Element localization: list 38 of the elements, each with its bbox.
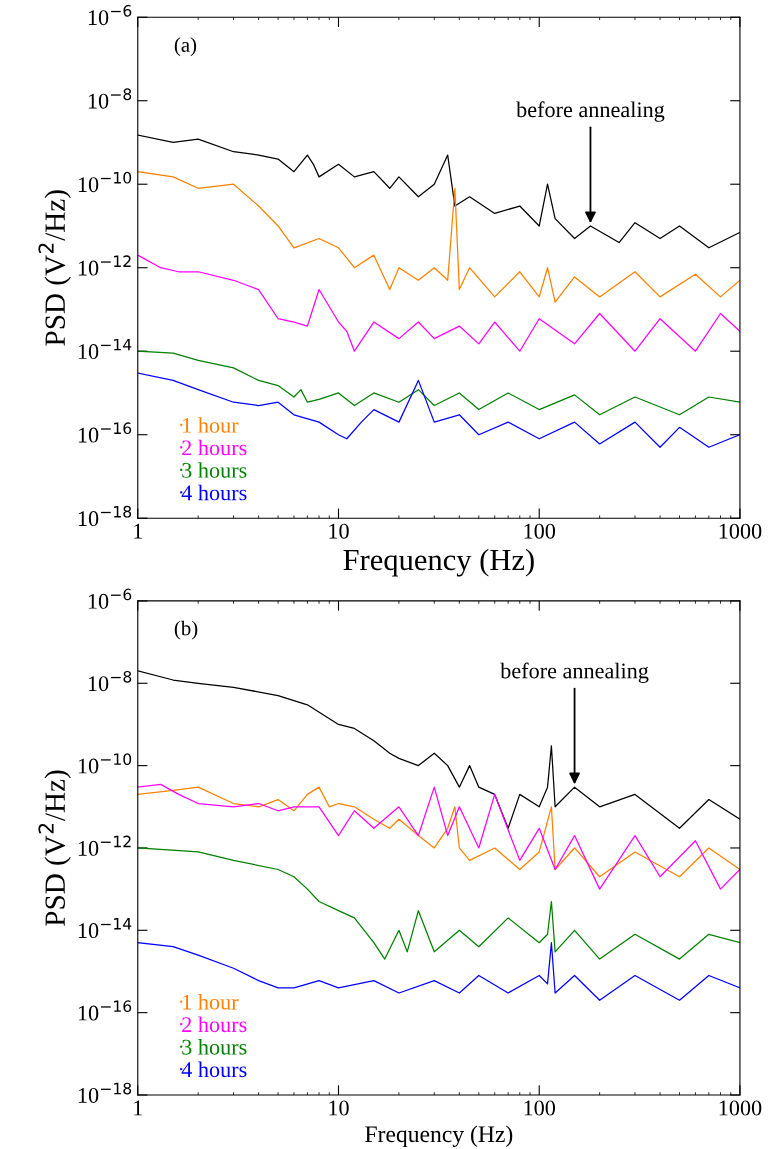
annotation: before annealing [500, 662, 649, 683]
legend-label: 3 hours [182, 1039, 247, 1055]
y-tick-label: 10$^{−6}$ [88, 588, 132, 609]
legend-label: 4 hours [181, 1061, 247, 1078]
y-tick-label: 10$^{−8}$ [88, 670, 132, 692]
legend-label: 1 hour [183, 993, 239, 1010]
x-tick-label: 100 [524, 1100, 556, 1116]
y-tick-label: 10$^{−14}$ [78, 338, 132, 360]
y-tick-label: 10$^{−18}$ [78, 1082, 132, 1103]
legend-label: 1 hour [183, 417, 239, 433]
y-axis-title: PSD (V$^{2}$/Hz) [38, 770, 71, 926]
annotation: (a) [174, 37, 197, 57]
x-tick-label: 1 [134, 1100, 142, 1116]
y-tick-label: 10$^{−16}$ [78, 422, 132, 443]
x-tick-label: 10 [329, 523, 349, 539]
y-tick-label: 10$^{−12}$ [78, 255, 131, 276]
x-axis-title: Frequency (Hz) [365, 1125, 513, 1148]
y-tick-label: 10$^{−14}$ [78, 918, 132, 939]
y-axis-title: PSD (V$^{2}$/Hz) [38, 190, 71, 346]
x-tick-label: 1000 [719, 523, 762, 539]
x-tick-label: 1000 [719, 1100, 762, 1116]
legend-label: 2 hours [182, 1016, 247, 1033]
legend-label: 4 hours [181, 484, 247, 501]
y-tick-label: 10$^{−12}$ [78, 835, 131, 856]
y-tick-label: 10$^{−16}$ [78, 1000, 132, 1021]
y-tick-label: 10$^{−10}$ [78, 753, 132, 774]
y-tick-label: 10$^{−10}$ [78, 171, 132, 193]
legend-label: 2 hours [182, 439, 247, 456]
x-tick-label: 100 [524, 523, 556, 539]
y-tick-label: 10$^{−6}$ [88, 4, 132, 26]
annotation: before annealing [516, 101, 665, 122]
y-tick-label: 10$^{−18}$ [78, 505, 132, 527]
annotation: (b) [174, 620, 198, 640]
legend-label: 3 hours [182, 462, 247, 478]
x-tick-label: 1 [134, 523, 142, 539]
x-tick-label: 10 [329, 1100, 349, 1116]
y-tick-label: 10$^{−8}$ [88, 88, 132, 109]
x-axis-title: Frequency (Hz) [343, 548, 534, 577]
